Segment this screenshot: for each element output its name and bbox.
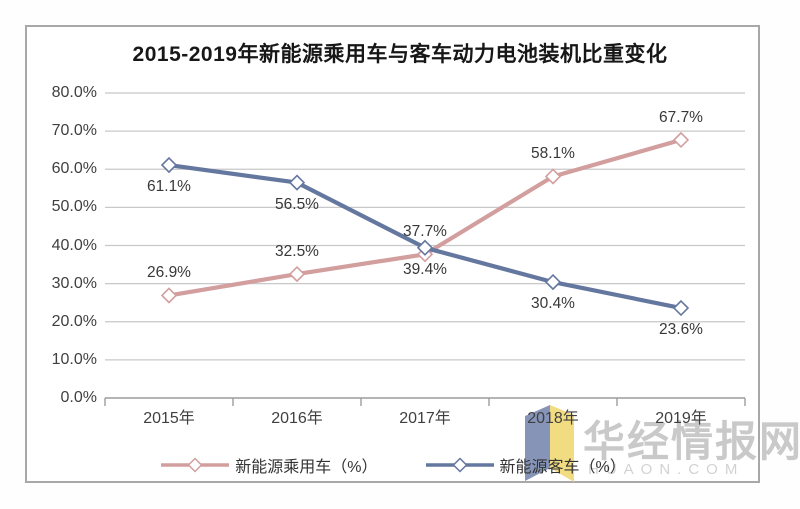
legend-label: 新能源乘用车（%） xyxy=(235,459,378,476)
data-label: 37.7% xyxy=(403,223,447,241)
data-point-marker xyxy=(544,168,562,185)
data-label: 32.5% xyxy=(275,243,319,261)
huaon-logo-icon xyxy=(525,405,574,482)
data-label: 67.7% xyxy=(659,108,703,126)
data-label: 56.5% xyxy=(275,195,319,213)
data-point-marker xyxy=(288,174,306,191)
chart-title: 2015-2019年新能源乘用车与客车动力电池装机比重变化 xyxy=(132,43,668,66)
x-axis-tick-label: 2015年 xyxy=(143,410,195,427)
data-point-marker xyxy=(160,287,178,304)
legend-marker-icon xyxy=(425,457,494,473)
data-label: 30.4% xyxy=(531,295,575,313)
y-axis-tick-label: 0.0% xyxy=(60,389,97,406)
logo-blue-shape xyxy=(525,405,550,481)
data-label: 26.9% xyxy=(147,264,191,282)
legend-item-1: 新能源客车（%） xyxy=(424,453,626,477)
data-point-marker xyxy=(544,273,562,291)
y-axis-tick-label: 30.0% xyxy=(51,274,97,292)
watermark-text: 华经情报网 xyxy=(583,420,800,466)
data-point-marker xyxy=(672,299,690,317)
data-point-marker xyxy=(672,131,690,149)
y-axis-tick-label: 60.0% xyxy=(51,160,97,178)
watermark-domain: HUAON.COM xyxy=(588,461,745,478)
x-axis-tick-label: 2016年 xyxy=(271,410,323,427)
y-axis-tick-label: 20.0% xyxy=(51,312,97,330)
x-axis-tick-label: 2018年 xyxy=(527,410,579,427)
y-axis-tick-label: 40.0% xyxy=(51,236,97,254)
logo-yellow-shape xyxy=(550,405,574,482)
x-axis-tick-label: 2019年 xyxy=(655,410,707,427)
data-label: 58.1% xyxy=(531,145,575,163)
data-point-marker xyxy=(160,156,178,174)
y-axis-tick-label: 70.0% xyxy=(51,122,97,140)
data-label: 23.6% xyxy=(659,321,703,339)
data-point-marker xyxy=(416,239,434,256)
legend-item-0: 新能源乘用车（%） xyxy=(159,453,378,477)
data-point-marker xyxy=(288,265,306,283)
y-axis-tick-label: 50.0% xyxy=(51,198,97,216)
data-label: 61.1% xyxy=(147,178,191,196)
data-label: 39.4% xyxy=(403,260,447,278)
chart-panel xyxy=(25,25,760,483)
y-axis-tick-label: 10.0% xyxy=(51,350,97,368)
legend-marker-icon xyxy=(161,457,230,473)
x-axis-tick-label: 2017年 xyxy=(399,410,451,427)
legend-label: 新能源客车（%） xyxy=(499,459,626,476)
legend: 新能源乘用车（%） 新能源客车（%） xyxy=(25,450,760,480)
y-axis-tick-label: 80.0% xyxy=(51,84,97,101)
